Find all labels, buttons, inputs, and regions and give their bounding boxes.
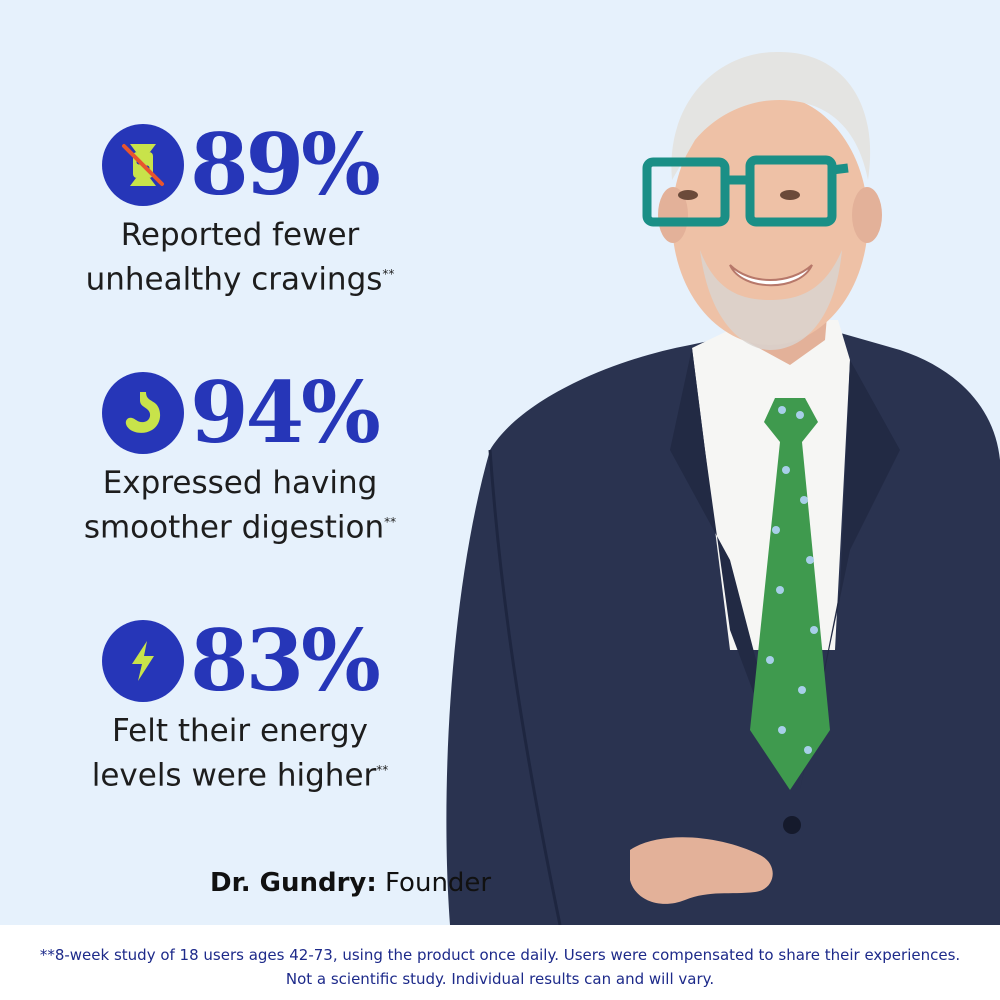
tie [750,398,830,790]
footnote-mark: ** [382,267,395,281]
founder-photo [446,51,1000,925]
founder-credit: Dr. Gundry: Founder [210,868,491,898]
lightning-bolt-icon [102,620,185,702]
footnote-mark: ** [384,515,397,529]
stat-caption-line1: Felt their energy [112,713,368,749]
disclaimer-line2: Not a scientific study. Individual resul… [285,970,715,988]
disclaimer-line1: **8-week study of 18 users ages 42-73, u… [39,946,961,964]
founder-role: Founder [385,868,492,898]
stat-energy: 83% Felt their energy levels were higher… [60,616,420,795]
stat-value: 83% [190,611,381,710]
stat-value: 89% [190,115,381,214]
stat-value: 94% [190,363,381,462]
stat-caption-line2: levels were higher [91,757,377,794]
hero-panel: 89% Reported fewer unhealthy cravings** … [0,0,1000,925]
candy-crossed-icon [102,124,185,206]
stat-caption-line2: smoother digestion [83,509,385,546]
founder-name: Dr. Gundry: [210,868,377,898]
stat-caption-line1: Expressed having [102,465,378,501]
footnote-mark: ** [376,763,389,777]
stomach-icon [102,372,185,454]
hair [671,51,871,180]
stat-cravings: 89% Reported fewer unhealthy cravings** [60,120,420,299]
stat-caption-line1: Reported fewer [120,217,360,253]
disclaimer: **8-week study of 18 users ages 42-73, u… [20,943,980,991]
stat-caption-line2: unhealthy cravings [85,261,383,298]
hand [630,837,773,904]
stat-digestion: 94% Expressed having smoother digestion*… [60,368,420,547]
glasses [642,155,849,227]
